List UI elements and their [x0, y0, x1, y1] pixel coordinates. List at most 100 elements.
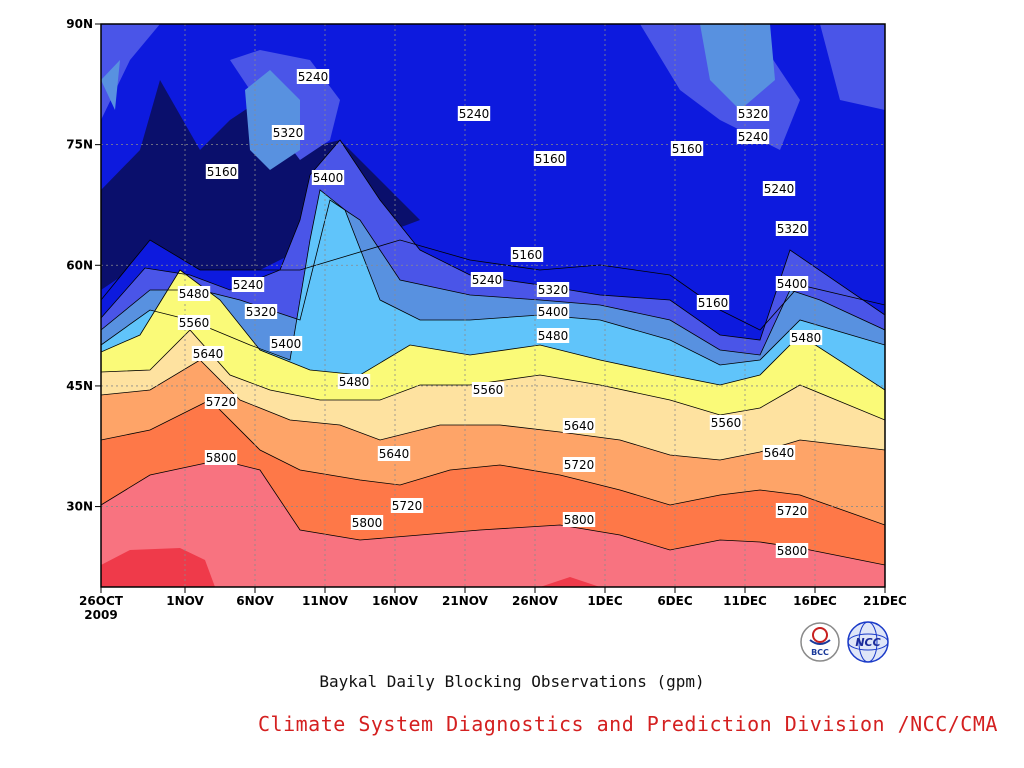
contour-label-5160: 5160 — [696, 295, 730, 310]
contour-label-bg — [296, 69, 330, 84]
contour-label-5400: 5400 — [269, 336, 303, 351]
contour-label-text: 5640 — [193, 347, 224, 361]
x-tick-label: 6DEC — [657, 594, 693, 608]
contour-label-5240: 5240 — [736, 129, 770, 144]
contour-label-bg — [736, 106, 770, 121]
contour-label-5480: 5480 — [789, 330, 823, 345]
y-tick-label: 60N — [66, 258, 93, 272]
contour-label-text: 5720 — [564, 458, 595, 472]
contour-label-bg — [177, 315, 211, 330]
contour-label-bg — [191, 346, 225, 361]
contour-label-text: 5240 — [459, 107, 490, 121]
contour-labels: 5160 5160 5160 5160 5160 5240 5240 5240 5240 5240… — [177, 69, 823, 558]
contour-label-bg — [471, 382, 505, 397]
contour-label-bg — [337, 374, 371, 389]
contour-label-text: 5720 — [392, 499, 423, 513]
contour-label-5240: 5240 — [457, 106, 491, 121]
contour-label-bg — [457, 106, 491, 121]
contour-label-5160: 5160 — [510, 247, 544, 262]
contour-label-5640: 5640 — [377, 446, 411, 461]
contour-label-5560: 5560 — [471, 382, 505, 397]
ncc-logo-text: NCC — [855, 636, 880, 649]
contour-label-bg — [177, 286, 211, 301]
x-tick-label: 21DEC — [863, 594, 907, 608]
contour-label-text: 5400 — [313, 171, 344, 185]
contour-label-text: 5560 — [179, 316, 210, 330]
contour-label-5640: 5640 — [191, 346, 225, 361]
contour-label-text: 5160 — [207, 165, 238, 179]
contour-label-text: 5800 — [206, 451, 237, 465]
contour-label-5720: 5720 — [204, 394, 238, 409]
contour-label-text: 5160 — [512, 248, 543, 262]
chart-title: Baykal Daily Blocking Observations (gpm) — [319, 672, 705, 691]
contour-label-bg — [390, 498, 424, 513]
contour-label-bg — [736, 129, 770, 144]
bcc-logo: BCC — [800, 622, 840, 662]
contour-label-bg — [562, 457, 596, 472]
contour-label-5800: 5800 — [562, 512, 596, 527]
contour-label-bg — [204, 450, 238, 465]
contour-label-bg — [709, 415, 743, 430]
x-tick-label: 26NOV — [512, 594, 559, 608]
contour-label-5320: 5320 — [736, 106, 770, 121]
contour-label-bg — [231, 277, 265, 292]
x-tick-label: 21NOV — [442, 594, 489, 608]
contour-label-5400: 5400 — [536, 304, 570, 319]
contour-label-5400: 5400 — [775, 276, 809, 291]
contour-label-bg — [562, 418, 596, 433]
contour-label-bg — [775, 221, 809, 236]
contour-label-bg — [205, 164, 239, 179]
contour-label-bg — [696, 295, 730, 310]
contour-label-5800: 5800 — [204, 450, 238, 465]
contour-label-5560: 5560 — [177, 315, 211, 330]
contour-label-text: 5320 — [538, 283, 569, 297]
contour-label-text: 5480 — [538, 329, 569, 343]
contour-label-text: 5640 — [379, 447, 410, 461]
x-tick-label: 6NOV — [236, 594, 274, 608]
contour-label-5160: 5160 — [533, 151, 567, 166]
contour-label-bg — [311, 170, 345, 185]
x-axis: 26OCT 1NOV 6NOV 11NOV 16NOV 21NOV 26NOV 1DEC 6DE… — [79, 587, 907, 622]
contour-label-text: 5800 — [352, 516, 383, 530]
contour-label-text: 5400 — [271, 337, 302, 351]
contour-label-text: 5640 — [564, 419, 595, 433]
contour-label-bg — [775, 503, 809, 518]
contour-label-bg — [269, 336, 303, 351]
contour-label-5240: 5240 — [762, 181, 796, 196]
contour-label-bg — [536, 282, 570, 297]
contour-label-bg — [244, 304, 278, 319]
contour-label-bg — [536, 328, 570, 343]
contour-label-bg — [377, 446, 411, 461]
contour-label-text: 5560 — [473, 383, 504, 397]
contour-label-bg — [533, 151, 567, 166]
x-tick-label: 1NOV — [166, 594, 204, 608]
contour-label-text: 5480 — [179, 287, 210, 301]
contour-label-5720: 5720 — [775, 503, 809, 518]
contour-label-5560: 5560 — [709, 415, 743, 430]
contour-label-text: 5320 — [246, 305, 277, 319]
contour-label-bg — [470, 272, 504, 287]
x-tick-label: 11DEC — [723, 594, 767, 608]
plot-frame — [100, 23, 886, 588]
contour-label-text: 5480 — [791, 331, 822, 345]
contour-label-text: 5160 — [698, 296, 729, 310]
contour-label-5320: 5320 — [536, 282, 570, 297]
band-above-5800 — [101, 548, 600, 587]
contour-label-text: 5720 — [206, 395, 237, 409]
contour-label-5160: 5160 — [670, 141, 704, 156]
contour-label-bg — [562, 512, 596, 527]
ncc-logo: NCC — [847, 621, 889, 663]
y-tick-label: 30N — [66, 500, 93, 514]
contour-label-bg — [775, 276, 809, 291]
contour-label-5720: 5720 — [562, 457, 596, 472]
contour-label-text: 5640 — [764, 446, 795, 460]
y-tick-label: 45N — [66, 379, 93, 393]
contour-label-text: 5800 — [564, 513, 595, 527]
contour-label-5800: 5800 — [775, 543, 809, 558]
credit-line: Climate System Diagnostics and Predictio… — [258, 712, 998, 736]
x-tick-label: 11NOV — [302, 594, 349, 608]
contour-label-5480: 5480 — [536, 328, 570, 343]
contour-label-text: 5320 — [273, 126, 304, 140]
contour-label-5480: 5480 — [177, 286, 211, 301]
contour-label-5160: 5160 — [205, 164, 239, 179]
